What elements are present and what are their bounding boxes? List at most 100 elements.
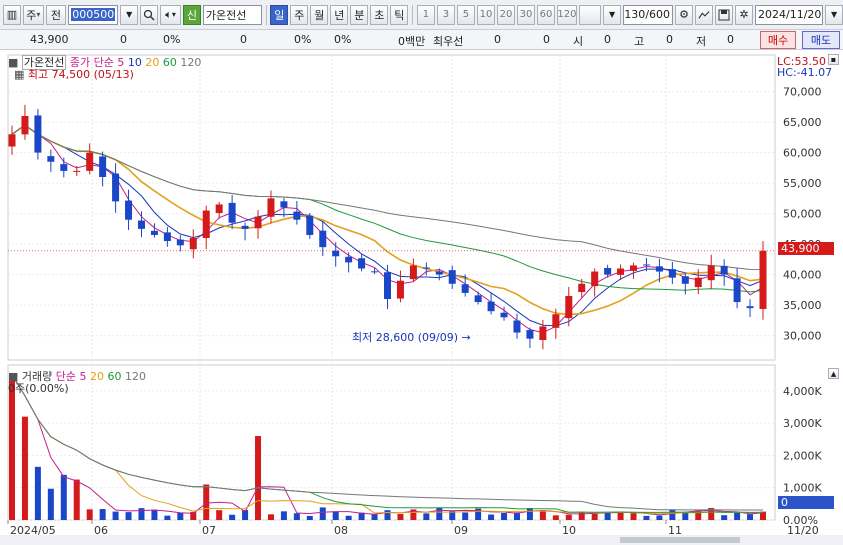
volume-tick-label: 4,000K bbox=[783, 385, 822, 398]
period-month-button[interactable]: 월 bbox=[310, 4, 329, 25]
price-stock-name: 가온전선 bbox=[21, 55, 67, 70]
market-select-button[interactable]: 전 bbox=[45, 4, 67, 25]
period-second-button[interactable]: 초 bbox=[370, 4, 389, 25]
open-value: 0 bbox=[604, 33, 611, 46]
calendar-icon[interactable]: ▦ bbox=[14, 68, 25, 81]
high-value: 0 bbox=[666, 33, 673, 46]
interval-custom-button[interactable] bbox=[578, 4, 602, 25]
sound-icon[interactable]: 🔈︎ ▾ bbox=[160, 4, 181, 25]
candle-body bbox=[306, 215, 314, 235]
period-year-button[interactable]: 년 bbox=[330, 4, 349, 25]
vol-ma120-label: 120 bbox=[125, 370, 147, 383]
volume-bar bbox=[332, 511, 339, 520]
candle-body bbox=[733, 278, 741, 303]
trend-line-icon[interactable] bbox=[695, 4, 714, 25]
candle-body bbox=[668, 269, 676, 278]
volume-bar bbox=[345, 515, 352, 520]
candle-body bbox=[604, 268, 612, 275]
candle-body bbox=[189, 238, 197, 250]
chart-type-select[interactable]: 주 ▾ bbox=[23, 4, 44, 25]
period-minute-button[interactable]: 분 bbox=[350, 4, 369, 25]
buy-button[interactable]: 매수 bbox=[760, 31, 796, 49]
candle-body bbox=[47, 156, 55, 162]
volume-bar bbox=[578, 511, 585, 520]
price-tick-label: 35,000 bbox=[783, 299, 822, 312]
candle-body bbox=[539, 326, 547, 341]
interval-1-button[interactable]: 1 bbox=[416, 4, 435, 25]
candle-body bbox=[137, 220, 145, 229]
volume-bar bbox=[423, 513, 430, 520]
ma120-label: 120 bbox=[180, 56, 202, 69]
volume-bar bbox=[630, 513, 637, 520]
code-dropdown-icon[interactable]: ▼ bbox=[120, 4, 139, 25]
volume-bar bbox=[86, 509, 93, 520]
scrollbar-thumb[interactable] bbox=[620, 537, 740, 543]
stock-name-field[interactable]: 가온전선 bbox=[202, 4, 262, 25]
candle-body bbox=[293, 211, 301, 220]
candle-body bbox=[99, 156, 107, 177]
candle-body bbox=[578, 283, 586, 293]
period-tick-button[interactable]: 틱 bbox=[390, 4, 409, 25]
interval-60-button[interactable]: 60 bbox=[536, 4, 555, 25]
volume-bar bbox=[669, 509, 676, 520]
low-value: 0 bbox=[727, 33, 734, 46]
trade-amount: 0백만 bbox=[398, 35, 426, 48]
horizontal-scrollbar[interactable] bbox=[0, 535, 843, 545]
volume-bar bbox=[358, 512, 365, 520]
candle-body bbox=[720, 265, 728, 275]
quote-info-bar: 43,900 0 0% 0 0% 0% 0백만 최우선 0 0 시 0 고 0 … bbox=[0, 30, 843, 50]
price-chart[interactable]: 70,00065,00060,00055,00050,00045,00040,0… bbox=[0, 50, 843, 545]
candle-body bbox=[241, 225, 249, 229]
price-panel-frame bbox=[7, 54, 776, 361]
calendar-dropdown-icon[interactable]: ▼ bbox=[825, 4, 843, 25]
save-icon[interactable] bbox=[715, 4, 734, 25]
candle-body bbox=[500, 312, 508, 318]
interval-10-button[interactable]: 10 bbox=[476, 4, 495, 25]
priority-label: 최우선 bbox=[433, 35, 464, 48]
bar-count-total: /600 bbox=[645, 8, 671, 21]
volume-bar bbox=[229, 514, 236, 520]
current-price: 43,900 bbox=[30, 33, 69, 46]
volume-bar bbox=[721, 515, 728, 520]
interval-dropdown-icon[interactable]: ▼ bbox=[603, 4, 622, 25]
credit-badge: 신 bbox=[182, 4, 201, 25]
period-day-button[interactable]: 일 bbox=[270, 4, 289, 25]
arrow-right-icon: → bbox=[461, 331, 471, 344]
stock-code-input[interactable]: 000500 bbox=[68, 4, 119, 25]
volume-bar bbox=[488, 514, 495, 520]
candle-body bbox=[396, 280, 404, 299]
volume-panel-collapse-icon[interactable]: ▲ bbox=[828, 368, 839, 379]
interval-20-button[interactable]: 20 bbox=[496, 4, 515, 25]
chevron-down-icon: ▾ bbox=[36, 10, 41, 19]
candle-body bbox=[345, 256, 353, 263]
candle-body bbox=[681, 276, 689, 284]
search-icon[interactable] bbox=[140, 4, 159, 25]
sell-button[interactable]: 매도 bbox=[802, 31, 840, 49]
interval-5-button[interactable]: 5 bbox=[456, 4, 475, 25]
low-annotation: 최저 28,600 (09/09) → bbox=[352, 329, 471, 345]
bar-count-input[interactable]: 130/600 bbox=[623, 4, 674, 25]
candle-body bbox=[694, 277, 702, 288]
price-tick-label: 55,000 bbox=[783, 177, 822, 190]
price-change-pct: 0% bbox=[163, 33, 181, 46]
gear-icon[interactable]: ✲ bbox=[735, 4, 754, 25]
volume-ma-label: 단순 bbox=[55, 370, 77, 383]
interval-3-button[interactable]: 3 bbox=[436, 4, 455, 25]
interval-30-button[interactable]: 30 bbox=[516, 4, 535, 25]
high-annotation: ▦ 최고 74,500 (05/13) bbox=[14, 66, 134, 82]
month-label: 2024/05 bbox=[10, 524, 56, 537]
vol-ma5-label: 5 bbox=[79, 370, 87, 383]
price-tick-label: 60,000 bbox=[783, 147, 822, 160]
candle-body bbox=[617, 268, 625, 275]
period-week-button[interactable]: 주 bbox=[290, 4, 309, 25]
price-panel-close-icon[interactable]: ▪ bbox=[828, 54, 839, 65]
volume-bar bbox=[73, 479, 80, 520]
toolbar: ▥ 주 ▾ 전 000500 ▼ 🔈︎ ▾ 신 가온전선 일 주 월 년 분 초 틱… bbox=[0, 0, 843, 30]
volume-bar bbox=[177, 512, 184, 520]
candle-body bbox=[202, 210, 210, 239]
interval-120-button[interactable]: 120 bbox=[556, 4, 577, 25]
chart-menu-icon[interactable]: ▥ bbox=[3, 4, 21, 25]
date-input[interactable]: 2024/11/20 bbox=[755, 4, 824, 25]
volume-bar bbox=[501, 513, 508, 520]
chart-settings-icon[interactable]: ⚙︎ bbox=[675, 4, 694, 25]
